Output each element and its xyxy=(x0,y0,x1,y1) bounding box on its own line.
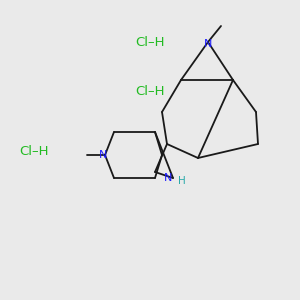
Text: Cl–H: Cl–H xyxy=(20,145,49,158)
Text: Cl–H: Cl–H xyxy=(135,35,165,49)
Text: H: H xyxy=(178,176,186,186)
Text: N: N xyxy=(99,150,107,160)
Text: N: N xyxy=(164,173,172,183)
Text: Cl–H: Cl–H xyxy=(135,85,165,98)
Text: N: N xyxy=(204,39,212,49)
